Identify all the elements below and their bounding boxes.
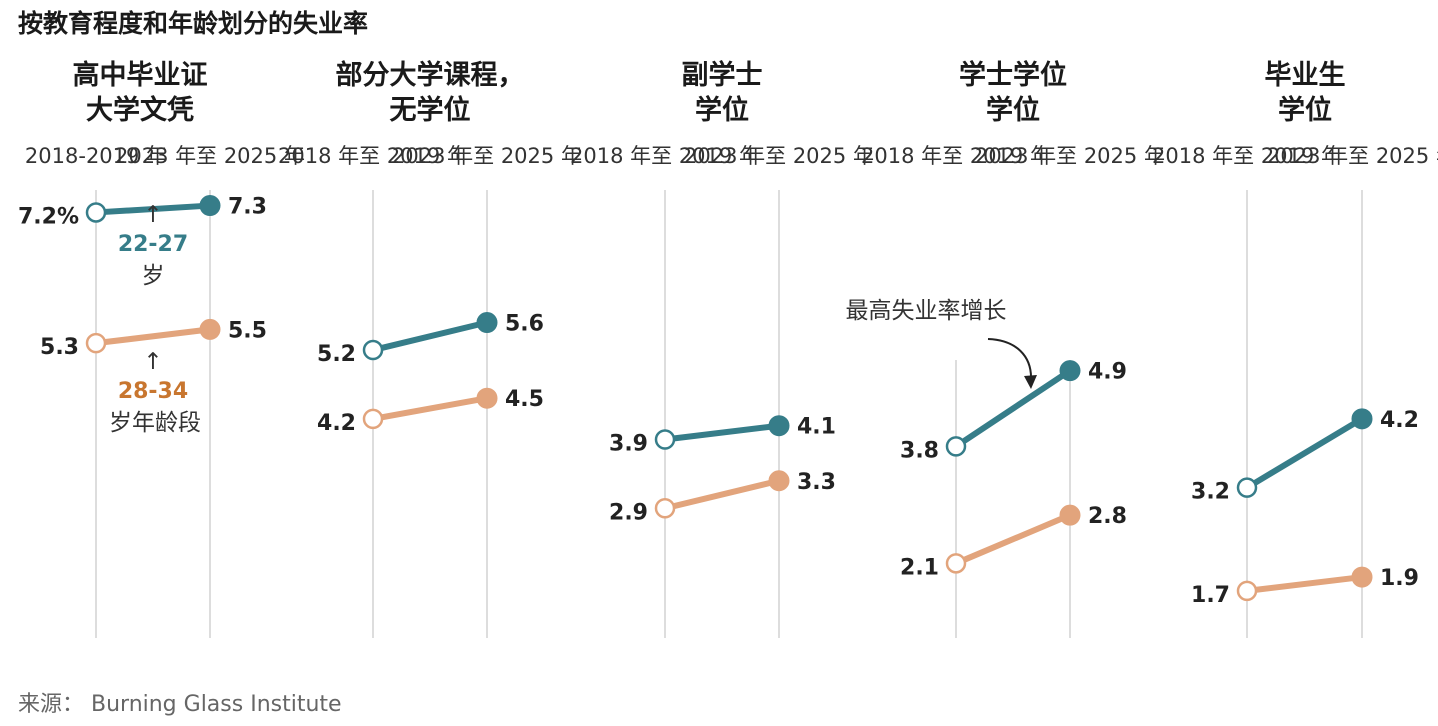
data-label-end: 4.5 (505, 387, 544, 412)
period-label-end: 2023 年至 2025 年 (392, 144, 582, 168)
data-label-end: 5.5 (228, 318, 267, 343)
data-label-end: 2.8 (1088, 504, 1127, 529)
data-point-start (85, 332, 107, 354)
data-point-end (768, 415, 790, 437)
data-point-end (199, 318, 221, 340)
data-point-start (1236, 580, 1258, 602)
panel-title-line: 大学文凭 (86, 94, 194, 126)
panel-title-line: 学士学位 (959, 59, 1067, 91)
data-point-end (476, 387, 498, 409)
data-point-end (199, 195, 221, 217)
data-label-start: 2.9 (609, 500, 648, 525)
data-point-end (1059, 360, 1081, 382)
data-label-start: 5.3 (40, 335, 79, 360)
arrow-up-icon: ↑ (143, 202, 162, 228)
data-label-end: 5.6 (505, 312, 544, 337)
data-label-start: 2.1 (900, 555, 939, 580)
data-point-end (1059, 504, 1081, 526)
data-label-end: 3.3 (797, 470, 836, 495)
panel-title-line: 学位 (986, 94, 1040, 126)
series-line-ages-22-27 (953, 367, 1073, 450)
data-point-start (654, 498, 676, 519)
data-label-end: 4.1 (797, 415, 836, 440)
legend-age-22-27: 22-27 (118, 232, 188, 257)
highlight-annotation: 最高失业率增长 (846, 298, 1007, 324)
legend-age-22-27-suffix: 岁 (142, 263, 165, 289)
series-line-ages-22-27 (93, 202, 213, 216)
legend-age-28-34: 28-34 (118, 379, 188, 404)
data-label-start: 7.2% (18, 204, 79, 229)
series-line-ages-28-34 (1244, 574, 1365, 594)
data-point-start (85, 202, 107, 223)
source-note: 来源： Burning Glass Institute (18, 692, 342, 717)
chart-title: 按教育程度和年龄划分的失业率 (18, 9, 369, 38)
panel-title-line: 无学位 (390, 94, 471, 126)
series-line-ages-28-34 (93, 326, 213, 347)
series-line-ages-28-34 (370, 395, 490, 422)
data-point-end (476, 312, 498, 334)
period-label-start: 2018-2019 年 (25, 144, 167, 168)
period-label-end: 2023 年至 2025 年 (1267, 144, 1438, 168)
arrow-up-icon: ↑ (143, 349, 162, 375)
data-point-start (362, 408, 384, 430)
data-point-start (1236, 477, 1258, 498)
series-line-ages-28-34 (662, 477, 782, 512)
data-point-start (945, 553, 967, 574)
data-label-end: 1.9 (1380, 566, 1419, 591)
data-point-start (945, 436, 967, 457)
period-label-start: 2018 年至 2019 年 (570, 144, 760, 168)
data-label-start: 3.9 (609, 431, 648, 456)
series-line-ages-22-27 (370, 319, 490, 354)
data-point-start (362, 339, 384, 361)
panel-title-line: 学位 (1278, 94, 1332, 126)
data-point-end (1351, 408, 1373, 430)
data-label-start: 3.8 (900, 438, 939, 463)
period-label-start: 2018 年至 2019 年 (278, 144, 468, 168)
panel-title-line: 学位 (695, 94, 749, 126)
panel-title-line: 副学士 (682, 59, 763, 91)
data-label-start: 3.2 (1191, 480, 1230, 505)
data-point-end (768, 470, 790, 492)
data-label-start: 5.2 (317, 342, 356, 367)
data-label-end: 4.2 (1380, 408, 1419, 433)
data-label-start: 4.2 (317, 411, 356, 436)
period-label-end: 2023 年至 2025 年 (975, 144, 1165, 168)
series-line-ages-28-34 (953, 512, 1073, 567)
arrow-head-icon (1024, 375, 1037, 389)
data-label-end: 7.3 (228, 195, 267, 220)
period-label-start: 2018 年至 2019 年 (1152, 144, 1342, 168)
curved-arrow-icon (987, 338, 1033, 381)
panel-title-line: 高中毕业证 (73, 59, 208, 91)
series-line-ages-22-27 (1244, 415, 1365, 491)
legend-age-28-34-suffix: 岁年龄段 (109, 410, 201, 436)
data-point-start (654, 429, 676, 450)
data-point-end (1351, 566, 1373, 588)
panel-title-line: 部分大学课程， (336, 59, 525, 91)
period-label-end: 2023 年至 2025 年 (684, 144, 874, 168)
panel-title-line: 毕业生 (1265, 60, 1346, 91)
period-label-start: 2018 年至 2019 年 (861, 144, 1051, 168)
series-line-ages-22-27 (662, 422, 782, 443)
data-label-start: 1.7 (1191, 583, 1230, 608)
data-label-end: 4.9 (1088, 360, 1127, 385)
period-label-end: 2023 年至 2025 年 (115, 144, 305, 168)
